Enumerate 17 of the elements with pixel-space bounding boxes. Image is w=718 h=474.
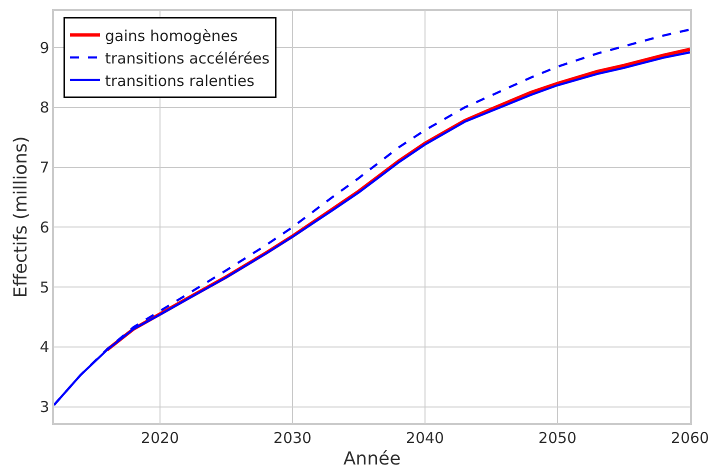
- x-tick-label: 2050: [538, 428, 577, 447]
- y-tick-label: 9: [40, 38, 50, 57]
- legend-label: transitions accélérées: [105, 49, 270, 68]
- x-tick-label: 2040: [406, 428, 444, 447]
- x-axis-title: Année: [343, 448, 401, 470]
- legend-label: transitions ralenties: [105, 72, 255, 90]
- y-tick-label: 8: [40, 98, 50, 117]
- y-tick-label: 6: [40, 218, 50, 236]
- y-tick-label: 4: [40, 338, 50, 356]
- x-tick-label: 2020: [140, 428, 180, 447]
- x-tick-label: 2030: [273, 428, 312, 447]
- x-tick-label: 2060: [670, 428, 710, 447]
- y-tick-label: 3: [40, 398, 50, 416]
- y-tick-label: 7: [40, 158, 50, 177]
- y-tick-label: 5: [40, 278, 50, 296]
- y-axis-title: Effectifs (millions): [10, 136, 32, 298]
- legend-label: gains homogènes: [105, 26, 238, 45]
